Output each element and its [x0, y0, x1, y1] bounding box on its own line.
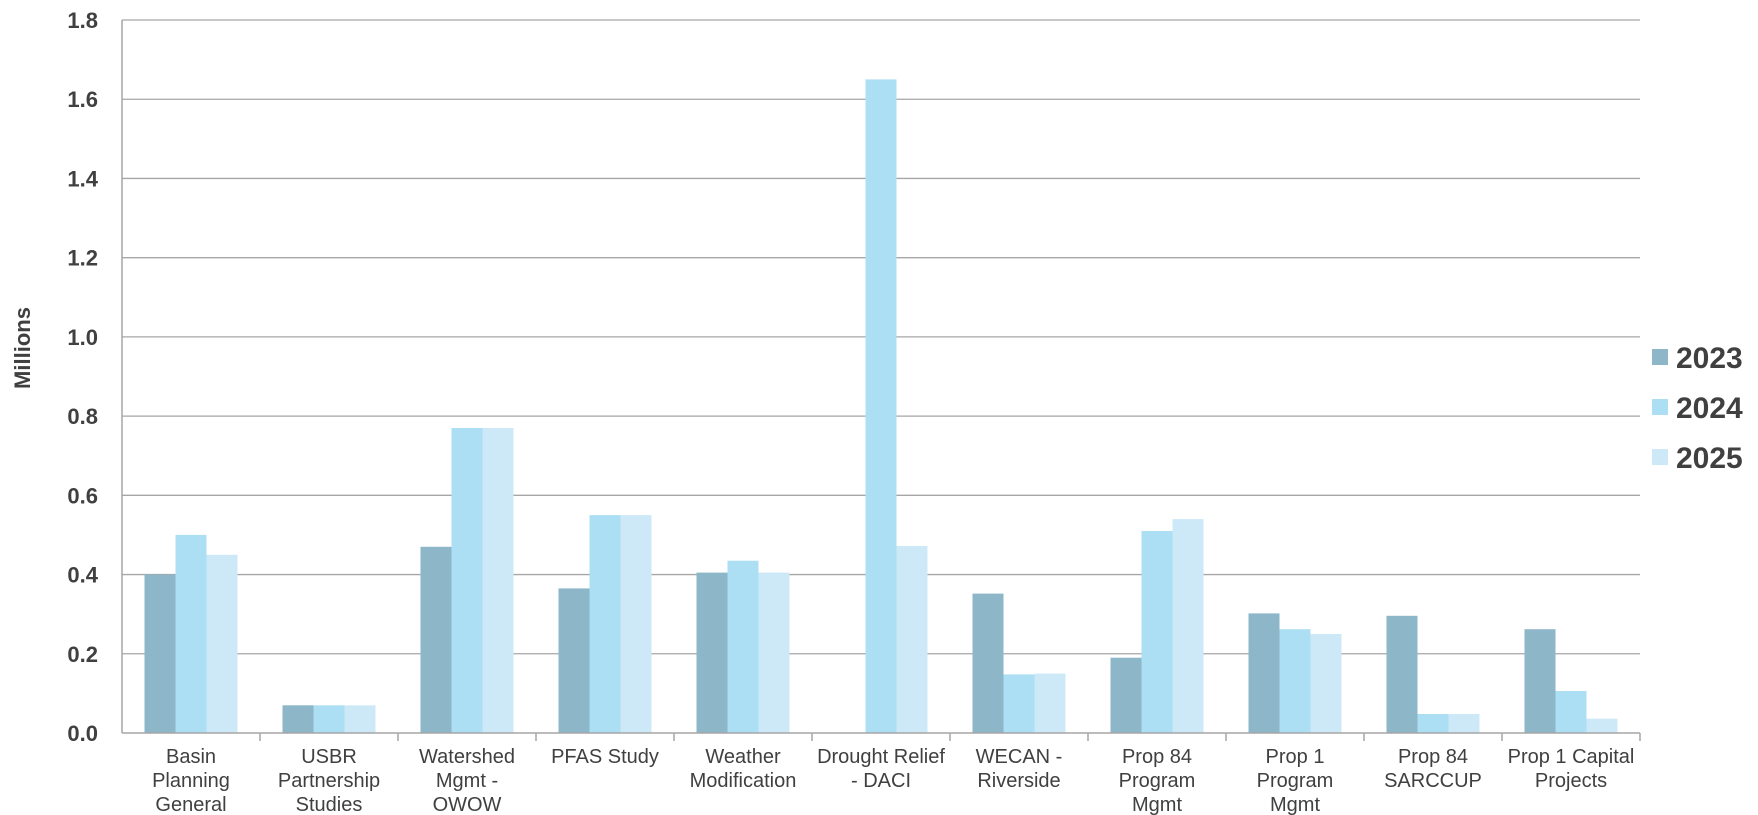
legend-label-2025: 2025: [1676, 442, 1743, 475]
y-tick-label: 0.2: [67, 642, 98, 667]
axes: [121, 20, 1641, 741]
bar-2025-1: [344, 705, 376, 733]
bar-2023-6: [972, 593, 1004, 733]
category-label: Prop 1 Capital: [1508, 746, 1635, 768]
category-label: Mgmt -: [436, 770, 498, 792]
bar-2025-0: [206, 554, 238, 734]
category-label: Riverside: [977, 770, 1060, 792]
legend: 2023 2024 2025: [1652, 342, 1743, 475]
bar-2025-9: [1448, 714, 1480, 733]
bar-2023-1: [282, 705, 314, 733]
bars: [144, 79, 1618, 734]
y-tick-label: 0.0: [67, 721, 98, 746]
category-label: OWOW: [433, 794, 502, 815]
legend-label-2023: 2023: [1676, 342, 1743, 375]
bar-2024-6: [1003, 674, 1035, 733]
y-tick-label: 1.4: [67, 166, 98, 191]
bar-2023-8: [1248, 613, 1280, 733]
bar-2025-7: [1172, 519, 1204, 733]
bar-2024-9: [1417, 714, 1449, 733]
bar-2023-0: [144, 574, 176, 733]
bar-2024-10: [1555, 691, 1587, 733]
bar-2024-8: [1279, 629, 1311, 733]
category-label: Studies: [296, 794, 363, 815]
bar-2025-10: [1586, 718, 1618, 733]
legend-label-2024: 2024: [1676, 392, 1743, 425]
bar-2024-7: [1141, 531, 1173, 733]
category-label: Planning: [152, 770, 230, 792]
category-label: Prop 84: [1122, 746, 1192, 768]
y-tick-label: 1.2: [67, 246, 98, 271]
bar-2024-3: [589, 515, 621, 733]
y-tick-label: 0.6: [67, 483, 98, 508]
legend-swatch-2023: [1652, 349, 1668, 365]
category-label: Modification: [690, 770, 797, 792]
bar-2024-0: [175, 534, 207, 733]
bar-2023-10: [1524, 629, 1556, 733]
category-label: Drought Relief: [817, 746, 945, 768]
legend-swatch-2024: [1652, 399, 1668, 415]
category-label: PFAS Study: [551, 746, 659, 768]
bar-2023-2: [420, 546, 452, 733]
category-label: Prop 1: [1266, 746, 1325, 768]
y-tick-labels: 0.0 0.2 0.4 0.6 0.8 1.0 1.2 1.4 1.6 1.8: [67, 8, 98, 746]
category-label: Program: [1119, 770, 1196, 792]
category-label: WECAN -: [976, 746, 1063, 768]
bar-2025-5: [896, 546, 928, 733]
bar-2023-9: [1386, 615, 1418, 733]
category-label: Program: [1257, 770, 1334, 792]
category-label: USBR: [301, 746, 357, 768]
y-tick-label: 1.6: [67, 87, 98, 112]
bar-2025-2: [482, 428, 514, 733]
legend-swatch-2025: [1652, 449, 1668, 465]
y-tick-label: 1.8: [67, 8, 98, 33]
bar-2023-3: [558, 588, 590, 733]
category-label: Basin: [166, 746, 216, 768]
bar-2023-7: [1110, 657, 1142, 733]
bar-2023-4: [696, 572, 728, 733]
y-tick-label: 0.4: [67, 563, 98, 588]
bar-2025-6: [1034, 673, 1066, 733]
category-label: - DACI: [851, 770, 911, 792]
y-tick-label: 0.8: [67, 404, 98, 429]
category-label: Projects: [1535, 770, 1607, 792]
bar-2024-2: [451, 428, 483, 733]
bar-2024-5: [865, 79, 897, 733]
y-axis-title: Millions: [10, 307, 35, 389]
category-label: General: [155, 794, 226, 815]
category-label: Mgmt: [1270, 794, 1320, 815]
bar-2024-4: [727, 560, 759, 733]
category-label: Watershed: [419, 746, 515, 768]
bar-2025-3: [620, 515, 652, 733]
bar-2025-4: [758, 572, 790, 733]
category-label: Prop 84: [1398, 746, 1468, 768]
bar-2024-1: [313, 705, 345, 733]
category-label: Partnership: [278, 770, 380, 792]
category-label: Mgmt: [1132, 794, 1182, 815]
bar-2025-8: [1310, 634, 1342, 733]
category-label: Weather: [705, 746, 781, 768]
category-label: SARCCUP: [1384, 770, 1482, 792]
y-tick-label: 1.0: [67, 325, 98, 350]
